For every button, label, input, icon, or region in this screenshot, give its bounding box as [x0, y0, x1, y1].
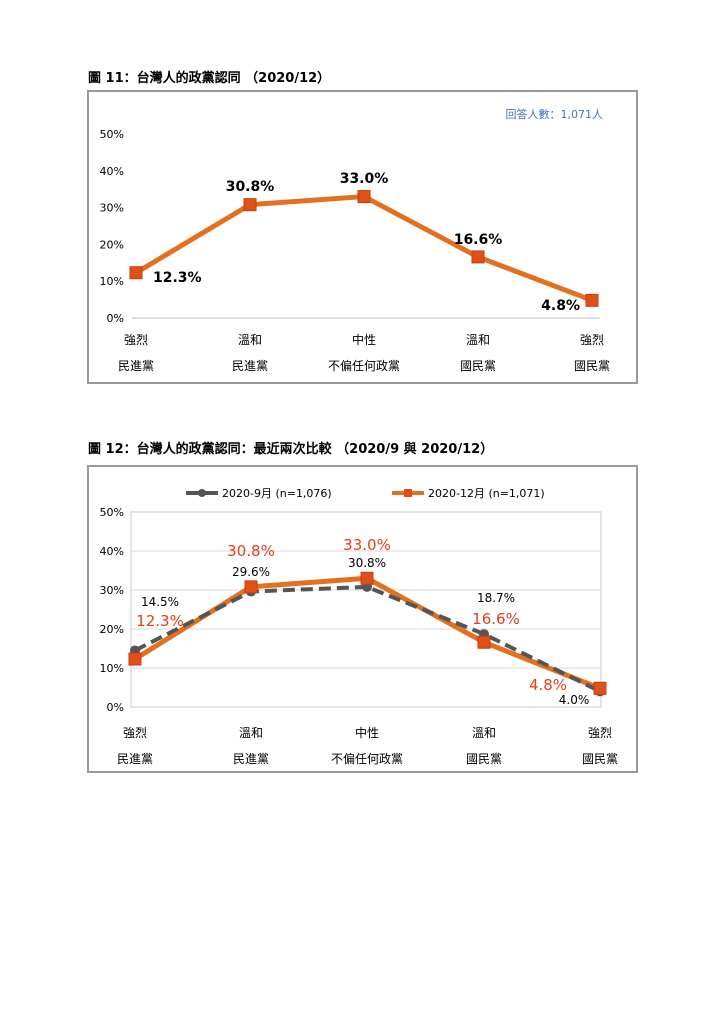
legend-label: 2020-12月 (n=1,071)	[428, 487, 545, 500]
x-tick-label: 溫和	[472, 726, 496, 740]
x-tick-label: 不偏任何政黨	[331, 751, 403, 766]
data-point	[357, 190, 371, 204]
x-tick-label: 強烈	[123, 726, 147, 740]
y-tick-label: 10%	[100, 275, 124, 288]
x-tick-label: 中性	[355, 725, 379, 740]
data-label-2020-12: 4.8%	[529, 676, 567, 694]
data-point	[243, 198, 257, 212]
x-tick-label: 溫和	[239, 726, 263, 740]
y-tick-label: 0%	[107, 312, 124, 325]
data-label: 33.0%	[340, 171, 389, 187]
data-label-2020-9: 14.5%	[141, 595, 179, 609]
data-label: 30.8%	[226, 179, 275, 195]
x-tick-label: 中性	[352, 332, 376, 347]
data-label-2020-9: 30.8%	[348, 556, 386, 570]
figure-11-frame	[87, 90, 638, 384]
x-tick-label: 溫和	[466, 333, 490, 347]
y-tick-label: 20%	[100, 238, 124, 251]
data-point	[471, 250, 485, 264]
figure-12-frame	[87, 465, 638, 773]
data-point-2020-12	[360, 571, 374, 585]
legend-swatch-marker	[404, 489, 412, 497]
x-tick-label: 民進黨	[232, 359, 268, 373]
series-line-2020-12	[133, 575, 601, 691]
x-tick-label: 民進黨	[117, 752, 153, 766]
x-tick-label: 強烈	[124, 333, 148, 347]
data-label-2020-12: 30.8%	[227, 542, 275, 560]
series-line-2020-9	[134, 584, 601, 694]
data-label: 16.6%	[454, 232, 503, 248]
data-point-2020-12	[244, 580, 258, 594]
x-tick-label: 國民黨	[582, 752, 618, 766]
data-label-2020-12: 12.3%	[136, 612, 184, 630]
data-point	[585, 293, 599, 307]
legend-label: 2020-9月 (n=1,076)	[222, 487, 332, 500]
y-tick-label: 50%	[100, 506, 124, 519]
data-label-2020-9: 4.0%	[559, 693, 590, 707]
respondent-count-note: 回答人數：1,071人	[506, 107, 604, 121]
data-point	[129, 266, 143, 280]
legend-swatch-marker	[198, 489, 206, 497]
data-label-2020-9: 18.7%	[477, 591, 515, 605]
data-point-2020-12	[593, 681, 607, 695]
y-tick-label: 30%	[100, 584, 124, 597]
data-label: 4.8%	[541, 298, 580, 314]
y-tick-label: 30%	[100, 202, 124, 215]
figure-11-title: 圖 11：台灣人的政黨認同 （2020/12）	[88, 71, 331, 86]
figure-12-title: 圖 12：台灣人的政黨認同：最近兩次比較 （2020/9 與 2020/12）	[88, 442, 494, 457]
y-tick-label: 40%	[100, 545, 124, 558]
x-tick-label: 國民黨	[574, 359, 610, 373]
data-label-2020-12: 16.6%	[472, 610, 520, 628]
y-tick-label: 0%	[107, 701, 124, 714]
x-tick-label: 不偏任何政黨	[328, 358, 400, 373]
y-tick-label: 40%	[100, 165, 124, 178]
x-tick-label: 溫和	[238, 333, 262, 347]
x-tick-label: 國民黨	[460, 359, 496, 373]
y-tick-label: 50%	[100, 128, 124, 141]
data-point-2020-12	[477, 635, 491, 649]
data-label-2020-12: 33.0%	[343, 536, 391, 554]
data-label-2020-9: 29.6%	[232, 565, 270, 579]
y-tick-label: 10%	[100, 662, 124, 675]
data-label: 12.3%	[153, 270, 202, 286]
x-tick-label: 強烈	[580, 333, 604, 347]
x-tick-label: 強烈	[588, 726, 612, 740]
x-tick-label: 國民黨	[466, 752, 502, 766]
x-tick-label: 民進黨	[118, 359, 154, 373]
y-tick-label: 20%	[100, 623, 124, 636]
x-tick-label: 民進黨	[233, 752, 269, 766]
plot-area-border	[130, 511, 602, 708]
data-point-2020-12	[128, 652, 142, 666]
